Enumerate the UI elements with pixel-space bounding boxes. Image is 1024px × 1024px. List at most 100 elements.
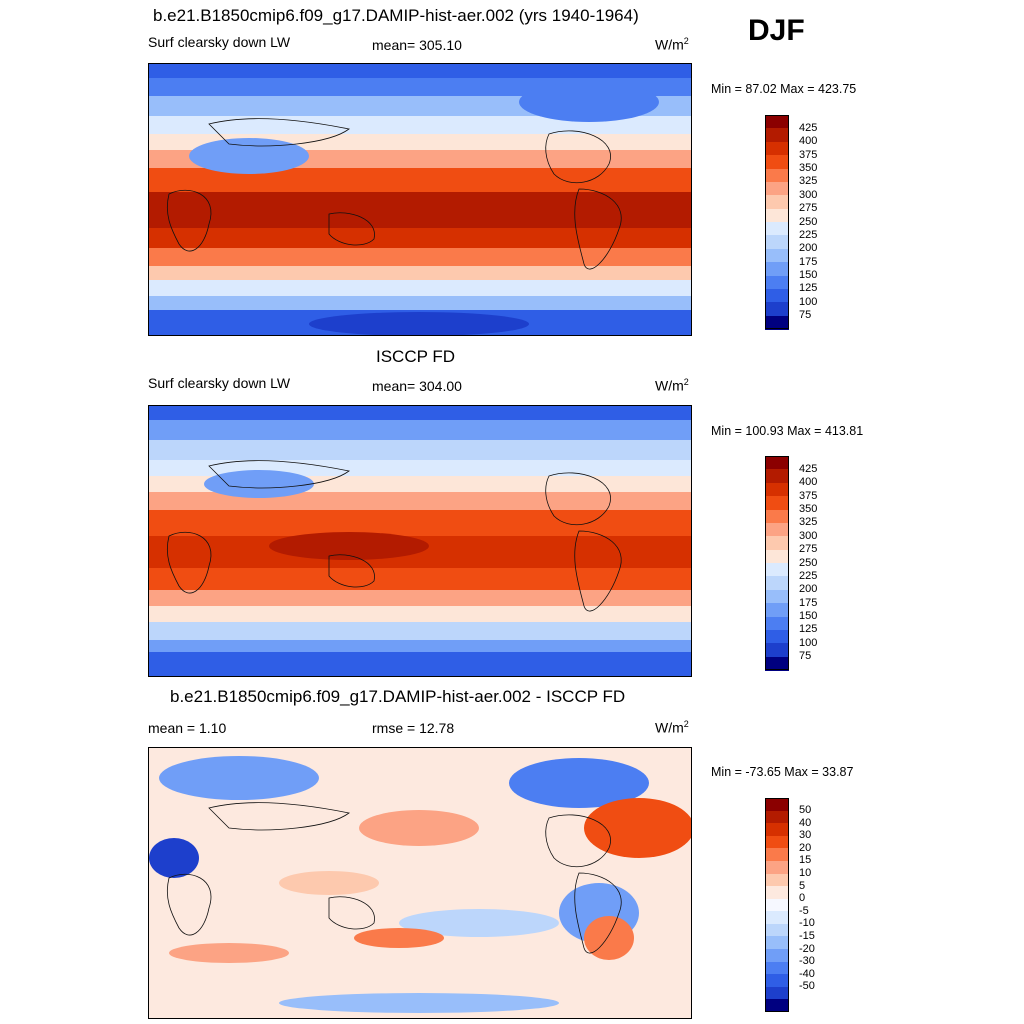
rmse-label: rmse = 12.78 <box>372 720 455 736</box>
season-label: DJF <box>748 14 805 47</box>
colorbar-tick-label: -15 <box>799 929 815 942</box>
north-america-cold-region <box>519 82 659 122</box>
colorbar-swatch <box>765 616 789 631</box>
colorbar-tick-label: 325 <box>799 175 818 188</box>
colorbar-tick-label: 30 <box>799 829 812 842</box>
colorbar-tick-label: -20 <box>799 942 815 955</box>
colorbar-tick-label: 225 <box>799 228 818 241</box>
warm-pool-region <box>269 532 429 560</box>
colorbar-swatch <box>765 860 789 875</box>
colorbar-tick-label: 350 <box>799 162 818 174</box>
colorbar-tick-label: -10 <box>799 917 815 930</box>
colorbar-swatch <box>765 302 789 317</box>
colorbar-tick-label: -5 <box>799 904 809 917</box>
colorbar-swatch <box>765 936 789 950</box>
colorbar-swatch <box>765 522 789 537</box>
colorbar-swatch <box>765 603 789 617</box>
colorbar-swatch <box>765 848 789 862</box>
coastlines <box>166 802 622 954</box>
minmax-label: Min = 87.02 Max = 423.75 <box>711 82 857 96</box>
band-north-warm <box>149 492 691 510</box>
map-svg <box>149 748 691 1018</box>
colorbar-tick-label: 175 <box>799 255 818 268</box>
colorbar-swatch <box>765 536 789 551</box>
colorbar-tick-label: 100 <box>799 636 818 649</box>
units-label: W/m2 <box>655 36 689 53</box>
band-south-high <box>149 640 691 652</box>
band-south-tropics <box>149 568 691 590</box>
variable-label: Surf clearsky down LW <box>148 375 291 391</box>
colorbar-swatch <box>765 262 789 276</box>
units-label: W/m2 <box>655 719 689 736</box>
colorbar-tick-label: 350 <box>799 503 818 515</box>
band-south-high <box>149 296 691 310</box>
colorbar-tick-label: 20 <box>799 841 812 854</box>
colorbar-swatch <box>765 195 789 210</box>
colorbar-swatch <box>765 482 789 497</box>
map-plot <box>148 405 692 677</box>
colorbar-tick-label: 10 <box>799 867 812 880</box>
coastlines <box>166 118 622 270</box>
colorbar-swatch <box>765 911 789 925</box>
panel-title: b.e21.B1850cmip6.f09_g17.DAMIP-hist-aer.… <box>170 687 626 706</box>
colorbar-tick-label: 300 <box>799 529 818 542</box>
colorbar-swatch <box>765 141 789 156</box>
antarctic-cold-region <box>309 312 529 335</box>
colorbar-swatch <box>765 589 789 604</box>
colorbar-tick-label: 200 <box>799 242 818 255</box>
south-america-positive <box>584 916 634 960</box>
colorbar-tick-label: 75 <box>799 309 812 322</box>
colorbar-tick-label: 75 <box>799 650 812 663</box>
colorbar-tick-label: 200 <box>799 583 818 596</box>
map-svg <box>149 64 691 335</box>
colorbar-swatch <box>765 886 789 900</box>
colorbar-frame <box>765 798 789 1012</box>
colorbar-swatch <box>765 496 789 510</box>
antarctic-negative <box>279 993 559 1013</box>
minmax-label: Min = 100.93 Max = 413.81 <box>711 424 864 438</box>
colorbar-tick-label: -30 <box>799 955 815 968</box>
colorbar-frame <box>765 115 789 329</box>
colorbar-swatch <box>765 643 789 658</box>
colorbar-tick-label: 150 <box>799 610 818 622</box>
band-north-mid <box>149 440 691 460</box>
colorbar-tick-label: 40 <box>799 816 812 829</box>
colorbar-swatch <box>765 288 789 303</box>
colorbar-swatch <box>765 974 789 988</box>
map-svg <box>149 406 691 676</box>
units-label: W/m2 <box>655 377 689 394</box>
minmax-label: Min = -73.65 Max = 33.87 <box>711 765 854 779</box>
colorbar-tick-label: 250 <box>799 215 818 228</box>
colorbar: 50 40 30 20 15 10 5 0 -5 -10 -15 -20 -30 -40 -50 <box>765 798 845 1013</box>
map-plot <box>148 747 692 1019</box>
colorbar-swatch <box>765 469 789 484</box>
colorbar-swatch <box>765 835 789 849</box>
band-antarctica <box>149 652 691 676</box>
north-africa-negative <box>149 838 199 878</box>
colorbar-swatch <box>765 986 789 1000</box>
colorbar-tick-label: 400 <box>799 476 818 489</box>
colorbar-swatch <box>765 629 789 644</box>
colorbar-swatch <box>765 823 789 837</box>
colorbar-swatch <box>765 810 789 824</box>
north-pacific-positive <box>359 810 479 846</box>
colorbar: 425 400 375 350 325 300 275 250 225 200 175 150 125 1… <box>765 456 845 671</box>
colorbar-swatch <box>765 248 789 263</box>
colorbar-swatch <box>765 873 789 887</box>
colorbar-tick-label: -50 <box>799 980 815 993</box>
band-south-subtropics <box>149 266 691 280</box>
colorbar-swatch <box>765 961 789 975</box>
colorbar-tick-label: 5 <box>799 879 806 892</box>
colorbar-tick-label: 125 <box>799 282 818 295</box>
colorbar-swatch <box>765 999 789 1013</box>
mean-label: mean= 305.10 <box>372 37 462 53</box>
colorbar-swatch <box>765 315 789 330</box>
colorbar-swatch <box>765 181 789 196</box>
colorbar-tick-label: 100 <box>799 295 818 308</box>
colorbar-swatch <box>765 168 789 183</box>
colorbar-tick-label: 275 <box>799 543 818 556</box>
colorbar-tick-label: 325 <box>799 516 818 529</box>
asia-cold-region <box>204 470 314 498</box>
colorbar-swatch <box>765 563 789 577</box>
colorbar-frame <box>765 456 789 670</box>
